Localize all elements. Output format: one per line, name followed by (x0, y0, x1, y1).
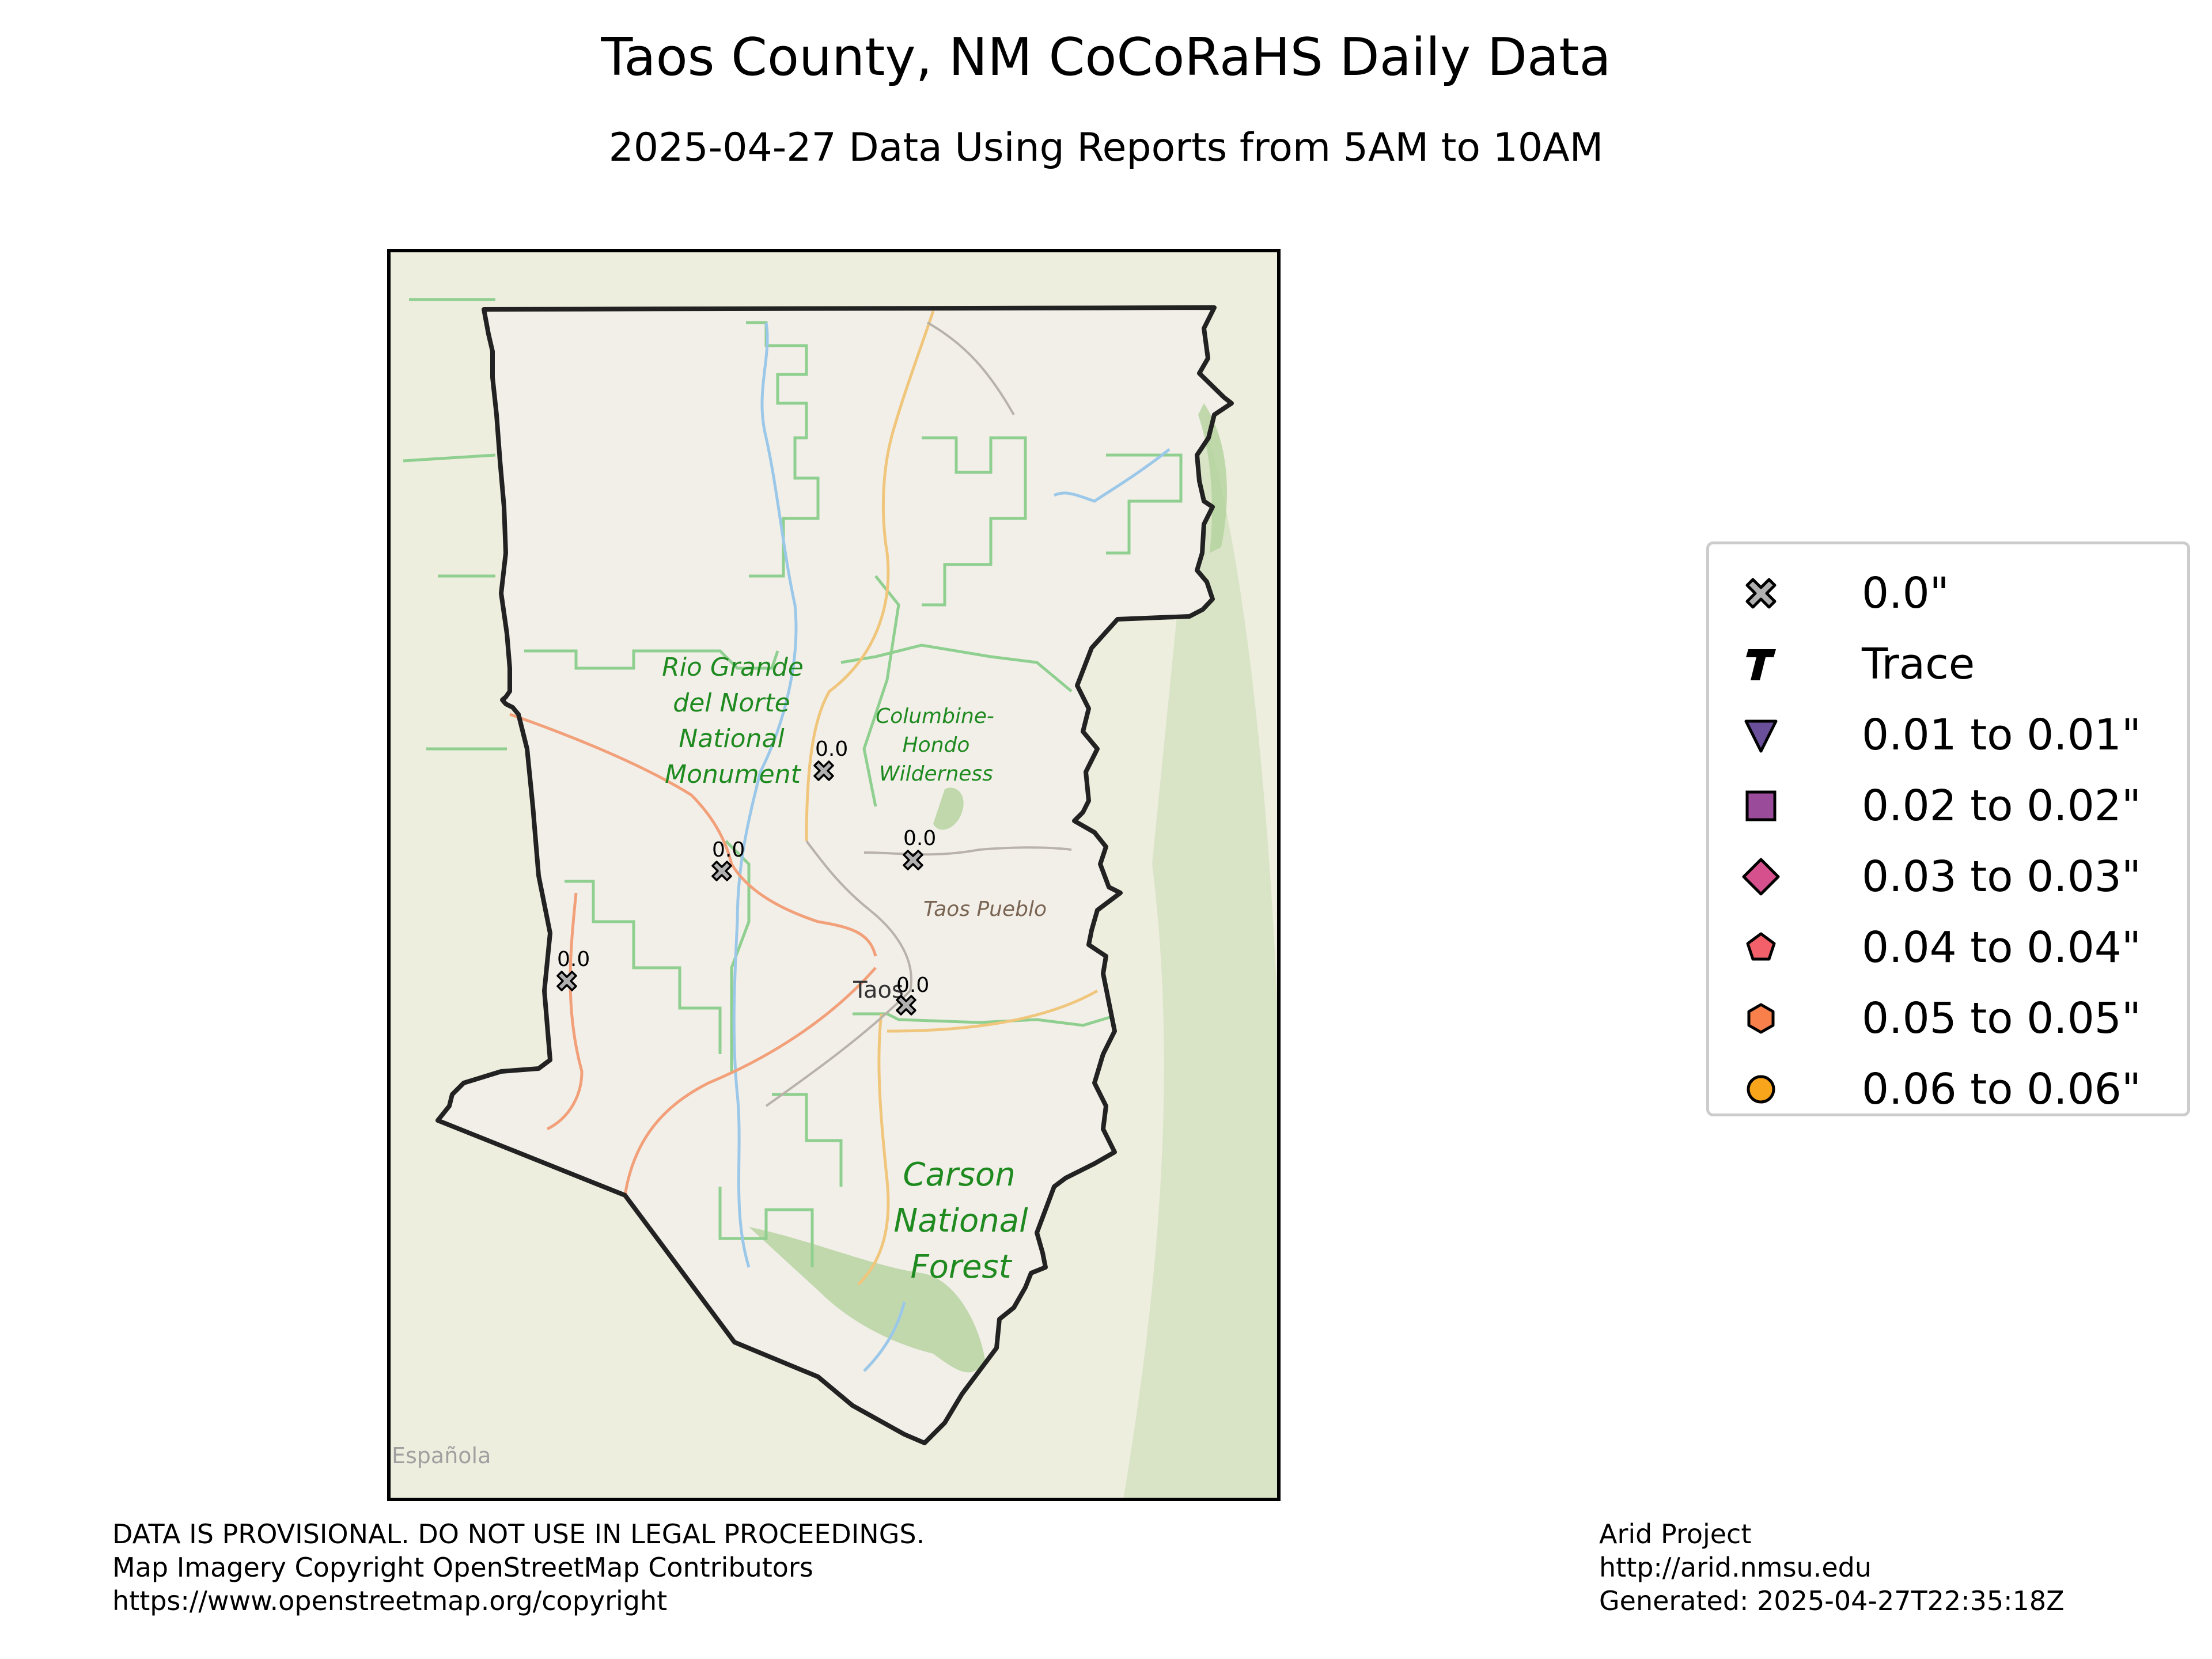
x-mark-icon (903, 850, 923, 870)
page-title: Taos County, NM CoCoRaHS Daily Data (601, 27, 1611, 88)
station-value-label: 0.0 (557, 948, 590, 971)
legend-item: 0.05 to 0.05" (1709, 987, 2187, 1050)
x-mark-shape (556, 971, 577, 991)
place-label: del Norte (673, 688, 790, 718)
place-label: Hondo (903, 733, 970, 757)
legend-label: 0.0" (1862, 569, 1949, 618)
rivers (732, 322, 1171, 1372)
forest-patch (933, 787, 964, 830)
footer-line: DATA IS PROVISIONAL. DO NOT USE IN LEGAL… (112, 1518, 925, 1550)
x-mark-shape (711, 861, 732, 881)
station-value-label: 0.0 (712, 838, 745, 862)
legend-item: 0.02 to 0.02" (1709, 774, 2187, 838)
triangle-down-icon (1744, 719, 1778, 753)
footer-credits: Arid Project http://arid.nmsu.edu Genera… (1599, 1517, 2065, 1618)
legend-item: 0.0" (1709, 562, 2187, 625)
footer-line: http://arid.nmsu.edu (1599, 1552, 1872, 1583)
legend-label: 0.02 to 0.02" (1862, 781, 2141, 831)
footer-line: Generated: 2025-04-27T22:35:18Z (1599, 1585, 2065, 1616)
diamond-icon (1742, 858, 1780, 896)
station-marker[interactable]: 0.0 (813, 737, 848, 781)
legend-item: Trace (1709, 632, 2187, 696)
legend-item: 0.01 to 0.01" (1709, 703, 2187, 767)
station-value-label: 0.0 (815, 737, 848, 761)
legend-label: Trace (1862, 639, 1975, 689)
x-mark-shape (903, 850, 923, 870)
map-frame (387, 249, 1281, 1501)
footer-line: https://www.openstreetmap.org/copyright (112, 1585, 668, 1616)
x-mark-icon (1745, 578, 1777, 609)
place-label: Rio Grande (662, 653, 804, 682)
trace-t-icon (1746, 649, 1776, 680)
legend-item: 0.04 to 0.04" (1709, 916, 2187, 979)
roads (765, 321, 1072, 1107)
legend-item: 0.06 to 0.06" (1709, 1058, 2187, 1121)
place-label: Monument (665, 760, 801, 789)
x-mark-icon (556, 971, 577, 991)
pentagon-icon (1746, 932, 1776, 961)
place-label: Forest (910, 1248, 1012, 1286)
legend-label: 0.04 to 0.04" (1862, 923, 2141, 972)
legend: 0.0" Trace 0.01 to 0.01" 0.02 to 0.02" 0… (1706, 541, 2190, 1116)
legend-item: 0.03 to 0.03" (1709, 845, 2187, 908)
legend-label: 0.01 to 0.01" (1862, 710, 2141, 760)
x-mark-icon (813, 760, 834, 781)
forest-patch (749, 1227, 985, 1373)
place-label: Wilderness (879, 762, 993, 786)
place-label: Taos Pueblo (923, 897, 1047, 921)
station-marker[interactable]: 0.0 (711, 838, 745, 881)
footer-line: Arid Project (1599, 1518, 1752, 1550)
hexagon-icon (1747, 1003, 1775, 1034)
place-label: National (679, 724, 785, 753)
place-label: Columbine- (876, 704, 994, 728)
station-value-label: 0.0 (903, 827, 936, 850)
legend-label: 0.06 to 0.06" (1862, 1065, 2141, 1114)
terrain-shading (1123, 403, 1279, 1499)
footer-disclaimer: DATA IS PROVISIONAL. DO NOT USE IN LEGAL… (112, 1517, 925, 1618)
taos-county-border (435, 305, 1234, 1445)
footer-line: Map Imagery Copyright OpenStreetMap Cont… (112, 1552, 813, 1583)
place-labels: Rio Grande del Norte National Monument C… (392, 653, 1047, 1468)
station-marker[interactable]: 0.0 (556, 948, 590, 991)
place-label: National (893, 1202, 1028, 1240)
place-label: Española (392, 1443, 491, 1468)
circle-icon (1747, 1075, 1775, 1104)
x-mark-shape (813, 760, 834, 781)
x-mark-icon (711, 861, 732, 881)
legend-label: 0.03 to 0.03" (1862, 852, 2141, 902)
station-marker[interactable]: 0.0 (903, 827, 936, 870)
legend-label: 0.05 to 0.05" (1862, 994, 2141, 1043)
roads (509, 713, 877, 1196)
x-mark-icon (896, 995, 916, 1016)
place-label: Taos (853, 977, 904, 1003)
page-subtitle: 2025-04-27 Data Using Reports from 5AM t… (608, 125, 1604, 171)
place-label: Carson (903, 1156, 1015, 1194)
x-mark-shape (896, 995, 916, 1016)
station-marker[interactable]: 0.0 (896, 974, 929, 1016)
roads (805, 310, 1099, 1286)
square-icon (1745, 790, 1777, 821)
station-value-label: 0.0 (896, 974, 929, 997)
